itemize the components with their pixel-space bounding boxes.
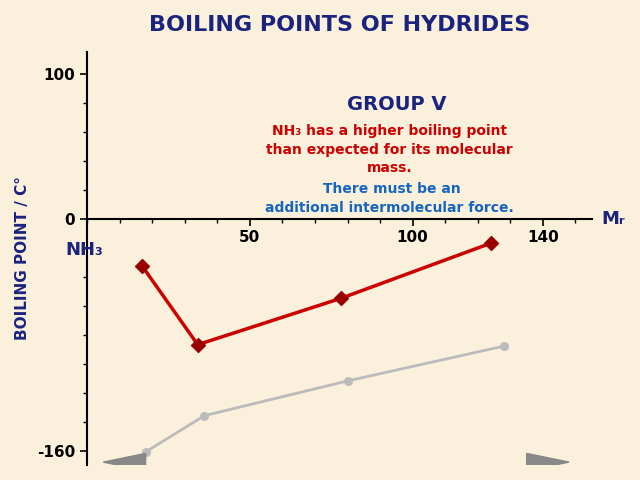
Point xyxy=(199,412,209,420)
Text: NH₃ has a higher boiling point
than expected for its molecular
mass.: NH₃ has a higher boiling point than expe… xyxy=(266,124,513,175)
Point xyxy=(336,294,346,302)
Point xyxy=(499,342,509,350)
Point xyxy=(486,240,496,247)
Point xyxy=(137,263,147,270)
Text: Mᵣ: Mᵣ xyxy=(602,210,625,228)
Text: There must be an
additional intermolecular force.: There must be an additional intermolecul… xyxy=(266,182,515,215)
Y-axis label: BOILING POINT / C°: BOILING POINT / C° xyxy=(15,177,30,340)
Polygon shape xyxy=(103,454,146,471)
Polygon shape xyxy=(527,454,569,471)
Text: GROUP V: GROUP V xyxy=(347,96,446,114)
Text: NH₃: NH₃ xyxy=(65,241,103,259)
Point xyxy=(342,377,353,385)
Point xyxy=(141,448,151,456)
Point xyxy=(193,341,203,348)
Title: BOILING POINTS OF HYDRIDES: BOILING POINTS OF HYDRIDES xyxy=(148,15,530,35)
